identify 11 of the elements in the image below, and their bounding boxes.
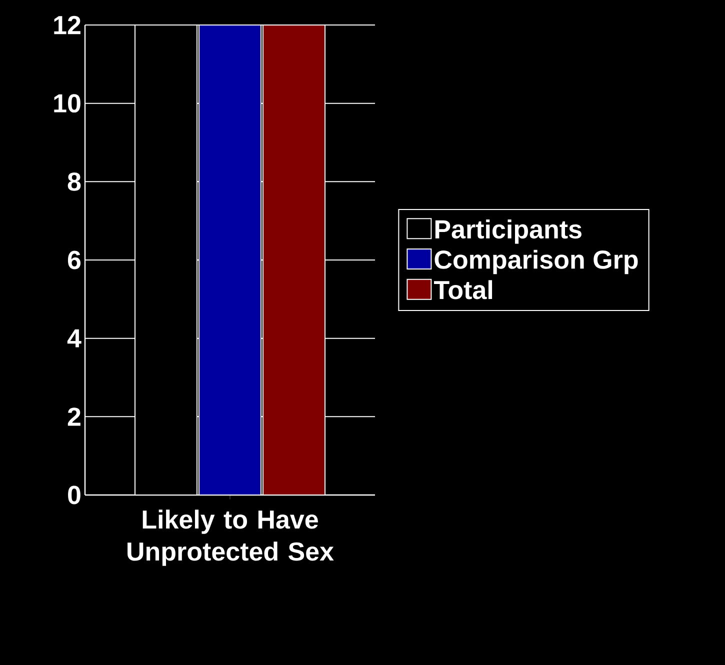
y-tick-label: 0	[68, 486, 80, 504]
y-tick-label: 6	[68, 250, 81, 270]
x-axis-title: Likely to Have Unprotected Sex	[128, 510, 334, 566]
y-tick-label: 8	[68, 172, 81, 191]
y-tick-label: 4	[67, 329, 82, 348]
legend-label: Total	[434, 280, 492, 300]
y-tick-label: 2	[68, 408, 80, 426]
legend-label: Participants	[435, 219, 582, 244]
legend-label: Comparison Grp	[434, 250, 638, 274]
y-tick-label: 10	[54, 94, 80, 113]
y-tick-label: 12	[54, 16, 80, 34]
